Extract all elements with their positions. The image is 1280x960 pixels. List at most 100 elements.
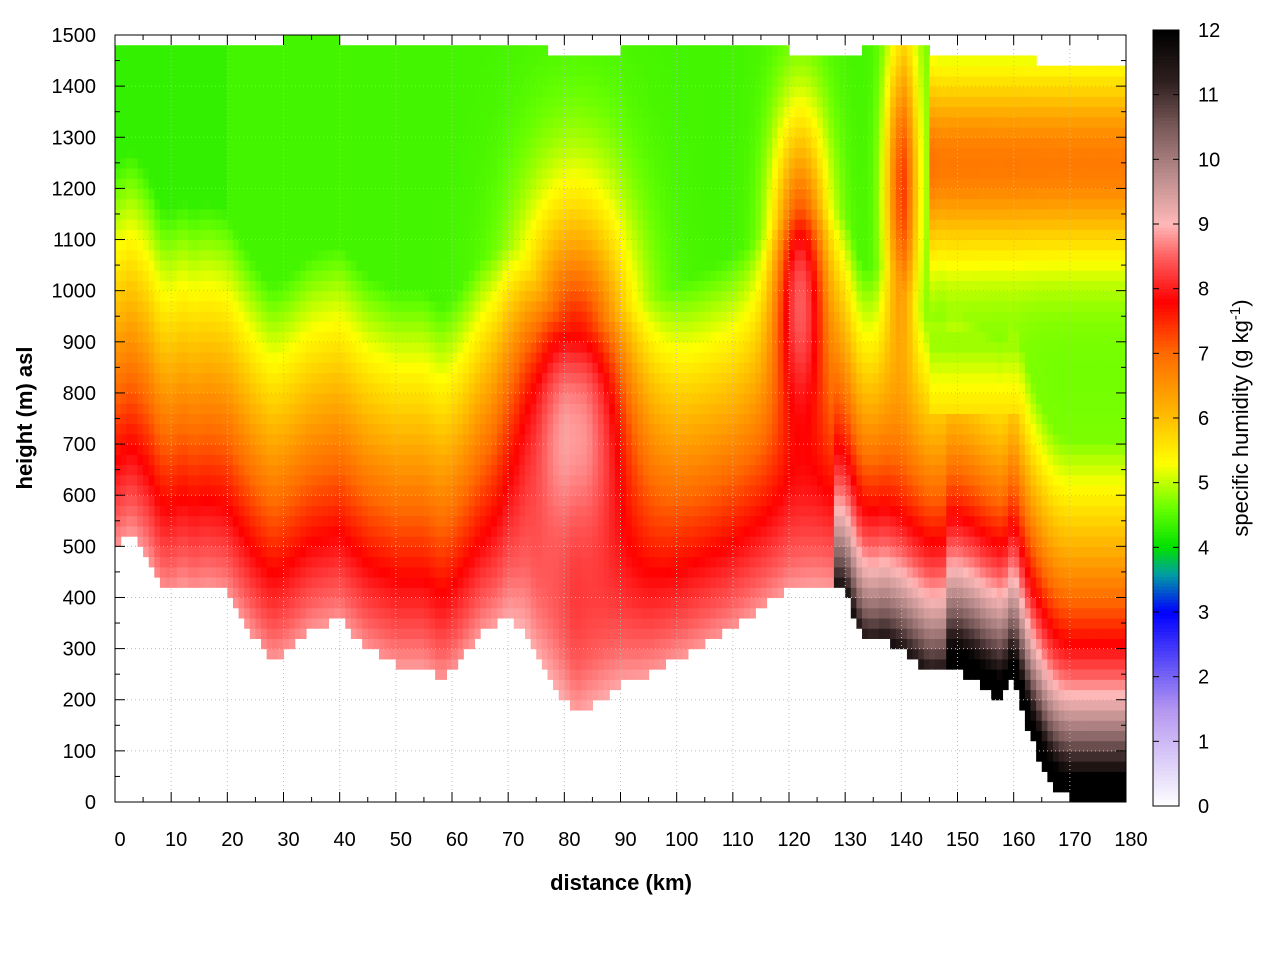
heatmap-cell bbox=[401, 392, 408, 404]
heatmap-cell bbox=[322, 290, 330, 302]
heatmap-cell bbox=[530, 638, 537, 650]
heatmap-cell bbox=[569, 525, 577, 537]
heatmap-cell bbox=[255, 403, 262, 414]
heatmap-cell bbox=[294, 137, 301, 149]
heatmap-cell bbox=[148, 55, 155, 67]
heatmap-cell bbox=[598, 525, 605, 537]
heatmap-cell bbox=[148, 96, 155, 108]
heatmap-cell bbox=[317, 300, 324, 312]
heatmap-cell bbox=[305, 188, 313, 200]
heatmap-cell bbox=[536, 546, 543, 558]
heatmap-cell bbox=[283, 300, 290, 312]
heatmap-cell bbox=[322, 536, 330, 547]
heatmap-cell bbox=[188, 249, 195, 261]
heatmap-cell bbox=[322, 45, 330, 57]
heatmap-cell bbox=[530, 566, 537, 578]
heatmap-cell bbox=[446, 300, 453, 312]
heatmap-cell bbox=[283, 515, 290, 527]
heatmap-cell bbox=[541, 116, 549, 128]
heatmap-cell bbox=[131, 423, 139, 435]
heatmap-cell bbox=[513, 423, 520, 435]
heatmap-cell bbox=[238, 116, 245, 128]
heatmap-cell bbox=[322, 86, 330, 97]
heatmap-cell bbox=[238, 566, 245, 578]
heatmap-cell bbox=[272, 403, 279, 414]
heatmap-cell bbox=[541, 413, 549, 425]
heatmap-cell bbox=[148, 372, 155, 384]
heatmap-cell bbox=[137, 413, 144, 425]
heatmap-cell bbox=[581, 413, 588, 425]
heatmap-cell bbox=[345, 331, 352, 343]
heatmap-cell bbox=[356, 444, 363, 455]
heatmap-cell bbox=[496, 331, 504, 343]
heatmap-cell bbox=[154, 259, 161, 271]
heatmap-cell bbox=[564, 464, 571, 476]
heatmap-cell bbox=[199, 331, 206, 343]
heatmap-cell bbox=[221, 198, 228, 210]
heatmap-cell bbox=[581, 454, 588, 466]
heatmap-cell bbox=[339, 546, 346, 558]
heatmap-cell bbox=[373, 45, 380, 57]
heatmap-cell bbox=[390, 515, 397, 527]
heatmap-cell bbox=[328, 249, 335, 261]
heatmap-cell bbox=[244, 382, 251, 394]
heatmap-cell bbox=[536, 392, 543, 404]
heatmap-cell bbox=[586, 259, 594, 271]
heatmap-cell bbox=[429, 628, 436, 639]
heatmap-cell bbox=[558, 474, 565, 486]
heatmap-cell bbox=[322, 300, 330, 312]
heatmap-cell bbox=[300, 566, 307, 578]
heatmap-cell bbox=[564, 617, 571, 629]
heatmap-cell bbox=[491, 147, 498, 159]
heatmap-cell bbox=[283, 321, 290, 333]
heatmap-cell bbox=[435, 280, 442, 292]
heatmap-cell bbox=[418, 290, 425, 302]
heatmap-cell bbox=[395, 341, 403, 353]
heatmap-cell bbox=[350, 280, 358, 292]
heatmap-cell bbox=[440, 392, 447, 404]
heatmap-cell bbox=[204, 178, 212, 189]
heatmap-cell bbox=[120, 178, 127, 189]
heatmap-cell bbox=[508, 311, 515, 322]
heatmap-cell bbox=[530, 617, 537, 629]
heatmap-cell bbox=[305, 86, 313, 97]
heatmap-cell bbox=[598, 280, 605, 292]
heatmap-cell bbox=[120, 239, 127, 251]
heatmap-cell bbox=[407, 188, 414, 200]
heatmap-cell bbox=[457, 587, 464, 599]
heatmap-cell bbox=[339, 433, 346, 445]
heatmap-cell bbox=[468, 229, 476, 241]
heatmap-cell bbox=[373, 300, 380, 312]
heatmap-cell bbox=[283, 219, 290, 230]
heatmap-cell bbox=[384, 341, 391, 353]
heatmap-cell bbox=[592, 178, 599, 189]
heatmap-cell bbox=[143, 403, 150, 414]
heatmap-cell bbox=[362, 188, 369, 200]
heatmap-cell bbox=[581, 147, 588, 159]
heatmap-cell bbox=[317, 35, 324, 46]
heatmap-cell bbox=[401, 464, 408, 476]
heatmap-cell bbox=[244, 75, 251, 87]
heatmap-cell bbox=[165, 403, 172, 414]
heatmap-cell bbox=[154, 464, 161, 476]
heatmap-cell bbox=[277, 413, 285, 425]
heatmap-cell bbox=[232, 75, 240, 87]
heatmap-cell bbox=[277, 587, 285, 599]
heatmap-cell bbox=[418, 270, 425, 282]
heatmap-cell bbox=[485, 116, 492, 128]
heatmap-cell bbox=[283, 35, 290, 46]
heatmap-cell bbox=[536, 352, 543, 363]
heatmap-cell bbox=[305, 382, 313, 394]
heatmap-cell bbox=[137, 167, 144, 179]
heatmap-cell bbox=[598, 249, 605, 261]
heatmap-cell bbox=[193, 505, 200, 517]
heatmap-cell bbox=[468, 96, 476, 108]
heatmap-cell bbox=[322, 403, 330, 414]
heatmap-cell bbox=[480, 86, 487, 97]
heatmap-cell bbox=[131, 270, 139, 282]
heatmap-cell bbox=[429, 208, 436, 220]
heatmap-cell bbox=[171, 464, 178, 476]
heatmap-cell bbox=[126, 505, 133, 517]
heatmap-cell bbox=[547, 648, 554, 660]
heatmap-cell bbox=[452, 321, 459, 333]
